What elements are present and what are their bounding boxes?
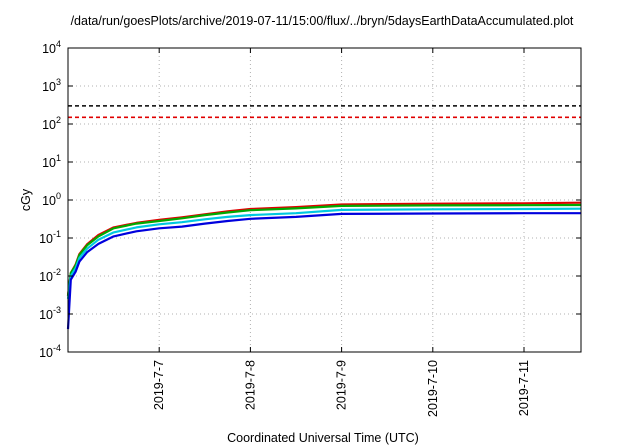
reference-lines	[68, 105, 581, 119]
y-axis-label: cGy	[19, 188, 33, 211]
y-tick-label: 101	[42, 153, 61, 170]
y-axis-ticks: 10-4 10-3 10-2 10-1 100 101 102 103 104	[39, 39, 581, 360]
chart-title: /data/run/goesPlots/archive/2019-07-11/1…	[71, 14, 574, 28]
y-tick-label: 100	[42, 191, 61, 208]
x-tick-label: 2019-7-10	[426, 360, 440, 417]
series-line	[66, 212, 581, 330]
grid-lines	[68, 48, 581, 352]
series-line	[66, 207, 582, 300]
x-tick-label: 2019-7-8	[243, 360, 257, 410]
series-line	[66, 203, 582, 297]
y-tick-label: 10-4	[39, 343, 61, 360]
x-tick-label: 2019-7-9	[335, 360, 349, 410]
y-tick-label: 10-1	[39, 229, 61, 246]
series-line	[66, 201, 582, 297]
y-tick-label: 104	[42, 39, 61, 56]
y-tick-label: 102	[42, 115, 61, 132]
y-tick-label: 10-3	[39, 305, 61, 322]
y-tick-label: 103	[42, 77, 61, 94]
series-lines	[66, 201, 582, 330]
y-tick-label: 10-2	[39, 267, 61, 284]
x-tick-label: 2019-7-11	[517, 360, 531, 416]
x-axis-label: Coordinated Universal Time (UTC)	[227, 431, 419, 445]
x-tick-label: 2019-7-7	[152, 360, 166, 410]
x-axis-ticks: 2019-7-7 2019-7-8 2019-7-9 2019-7-10 2019-7-…	[152, 48, 531, 417]
